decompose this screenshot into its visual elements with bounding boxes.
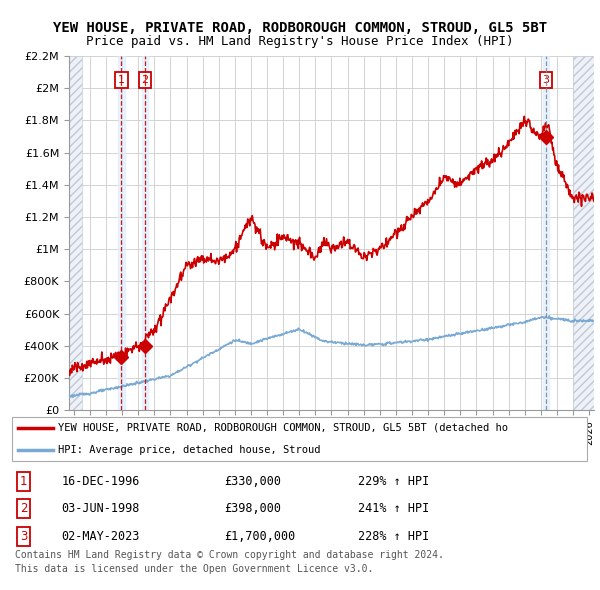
Text: 03-JUN-1998: 03-JUN-1998	[61, 502, 140, 516]
Text: 228% ↑ HPI: 228% ↑ HPI	[358, 530, 430, 543]
Text: 1: 1	[20, 475, 28, 488]
Text: 02-MAY-2023: 02-MAY-2023	[61, 530, 140, 543]
Text: HPI: Average price, detached house, Stroud: HPI: Average price, detached house, Stro…	[58, 445, 321, 455]
Text: £330,000: £330,000	[224, 475, 281, 488]
Text: Price paid vs. HM Land Registry's House Price Index (HPI): Price paid vs. HM Land Registry's House …	[86, 35, 514, 48]
Text: £398,000: £398,000	[224, 502, 281, 516]
Text: Contains HM Land Registry data © Crown copyright and database right 2024.: Contains HM Land Registry data © Crown c…	[15, 549, 444, 559]
Bar	[543, 56, 550, 410]
Text: This data is licensed under the Open Government Licence v3.0.: This data is licensed under the Open Gov…	[15, 564, 373, 574]
Text: 1: 1	[118, 75, 125, 85]
Text: 3: 3	[20, 530, 27, 543]
Text: £1,700,000: £1,700,000	[224, 530, 296, 543]
Text: 16-DEC-1996: 16-DEC-1996	[61, 475, 140, 488]
Text: YEW HOUSE, PRIVATE ROAD, RODBOROUGH COMMON, STROUD, GL5 5BT: YEW HOUSE, PRIVATE ROAD, RODBOROUGH COMM…	[53, 21, 547, 35]
Text: 2: 2	[20, 502, 28, 516]
Text: YEW HOUSE, PRIVATE ROAD, RODBOROUGH COMMON, STROUD, GL5 5BT (detached ho: YEW HOUSE, PRIVATE ROAD, RODBOROUGH COMM…	[58, 423, 508, 433]
Bar	[142, 56, 148, 410]
Text: 229% ↑ HPI: 229% ↑ HPI	[358, 475, 430, 488]
Text: 2: 2	[142, 75, 149, 85]
Text: 3: 3	[542, 75, 550, 85]
Text: 241% ↑ HPI: 241% ↑ HPI	[358, 502, 430, 516]
FancyBboxPatch shape	[12, 417, 587, 461]
Bar	[118, 56, 125, 410]
